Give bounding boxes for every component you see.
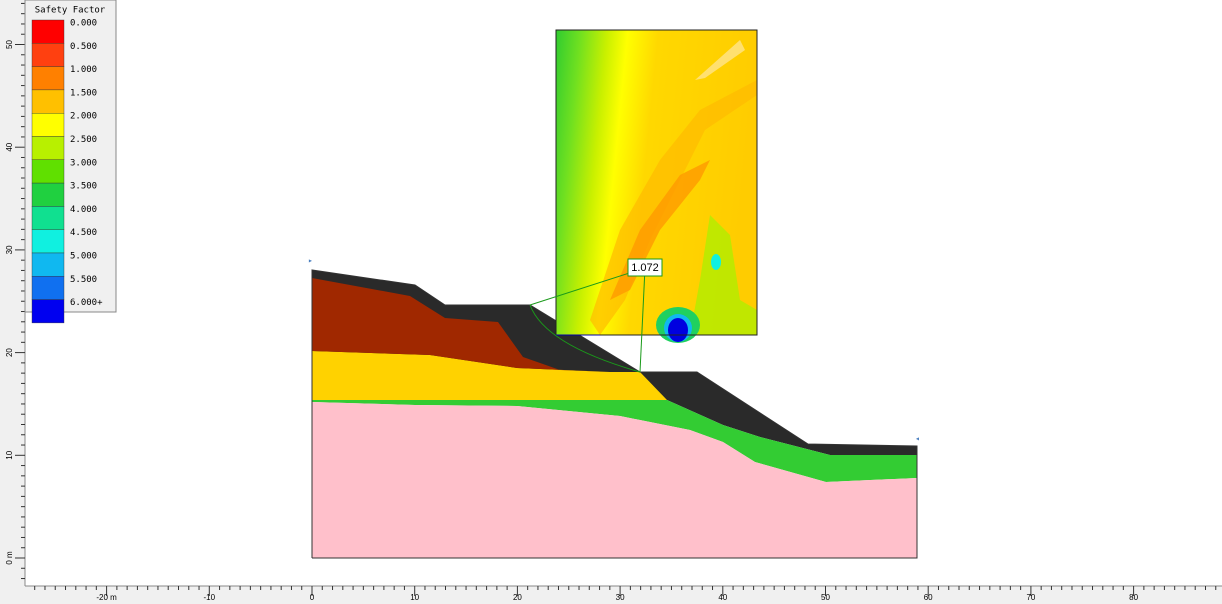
legend-label: 1.000 [70, 65, 97, 75]
app-view: -20 m -10 0 10 20 30 40 50 60 70 80 0 m 10 20 30 40 50 ▸… [0, 0, 1222, 604]
y-ruler-label: 20 [5, 348, 14, 357]
legend-label: 0.000 [70, 19, 97, 29]
x-ruler-label: -10 [204, 593, 216, 602]
factor-label: 1.072 [631, 262, 659, 274]
y-ruler-label: 0 m [5, 551, 14, 565]
legend-swatch [32, 137, 64, 160]
legend-label: 3.500 [70, 182, 97, 192]
contour-band [668, 318, 688, 342]
legend-label: 1.500 [70, 88, 97, 98]
legend-swatch [32, 230, 64, 253]
legend-swatch [32, 183, 64, 206]
legend-label: 6.000+ [70, 298, 103, 308]
contour-band [711, 254, 721, 270]
x-ruler-label: 20 [513, 593, 522, 602]
x-ruler-label: 80 [1129, 593, 1138, 602]
x-ruler-label: 10 [410, 593, 419, 602]
y-ruler-label: 30 [5, 245, 14, 254]
x-ruler-label: 50 [821, 593, 830, 602]
bottom-ruler [0, 586, 1222, 604]
legend-swatch [32, 300, 64, 323]
legend-swatch [32, 20, 64, 43]
legend-label: 4.000 [70, 205, 97, 215]
x-ruler-label: 0 [310, 593, 315, 602]
legend-swatch [32, 253, 64, 276]
legend-label: 5.000 [70, 252, 97, 262]
legend-swatch [32, 113, 64, 136]
legend-label: 2.500 [70, 135, 97, 145]
legend-label: 2.000 [70, 112, 97, 122]
legend-title: Safety Factor [35, 6, 106, 16]
legend-swatch [32, 160, 64, 183]
legend-label: 5.500 [70, 275, 97, 285]
legend-label: 3.000 [70, 158, 97, 168]
x-ruler-label: 30 [616, 593, 625, 602]
x-ruler-label: 70 [1026, 593, 1035, 602]
y-ruler-label: 50 [5, 40, 14, 49]
legend-swatch [32, 43, 64, 66]
x-ruler-label: 40 [718, 593, 727, 602]
boundary-marker: ▸ [308, 256, 313, 265]
x-ruler-label: -20 m [96, 593, 117, 602]
y-ruler-label: 40 [5, 142, 14, 151]
legend-label: 0.500 [70, 42, 97, 52]
legend-swatch [32, 206, 64, 229]
boundary-marker: ◂ [915, 434, 920, 443]
x-ruler-label: 60 [924, 593, 933, 602]
y-ruler-label: 10 [5, 450, 14, 459]
legend-label: 4.500 [70, 228, 97, 238]
page: -20 m -10 0 10 20 30 40 50 60 70 80 0 m 10 20 30 40 50 ▸… [0, 0, 1222, 604]
left-ruler [0, 0, 25, 586]
legend-swatch [32, 67, 64, 90]
legend-swatch [32, 276, 64, 299]
legend-swatch [32, 90, 64, 113]
